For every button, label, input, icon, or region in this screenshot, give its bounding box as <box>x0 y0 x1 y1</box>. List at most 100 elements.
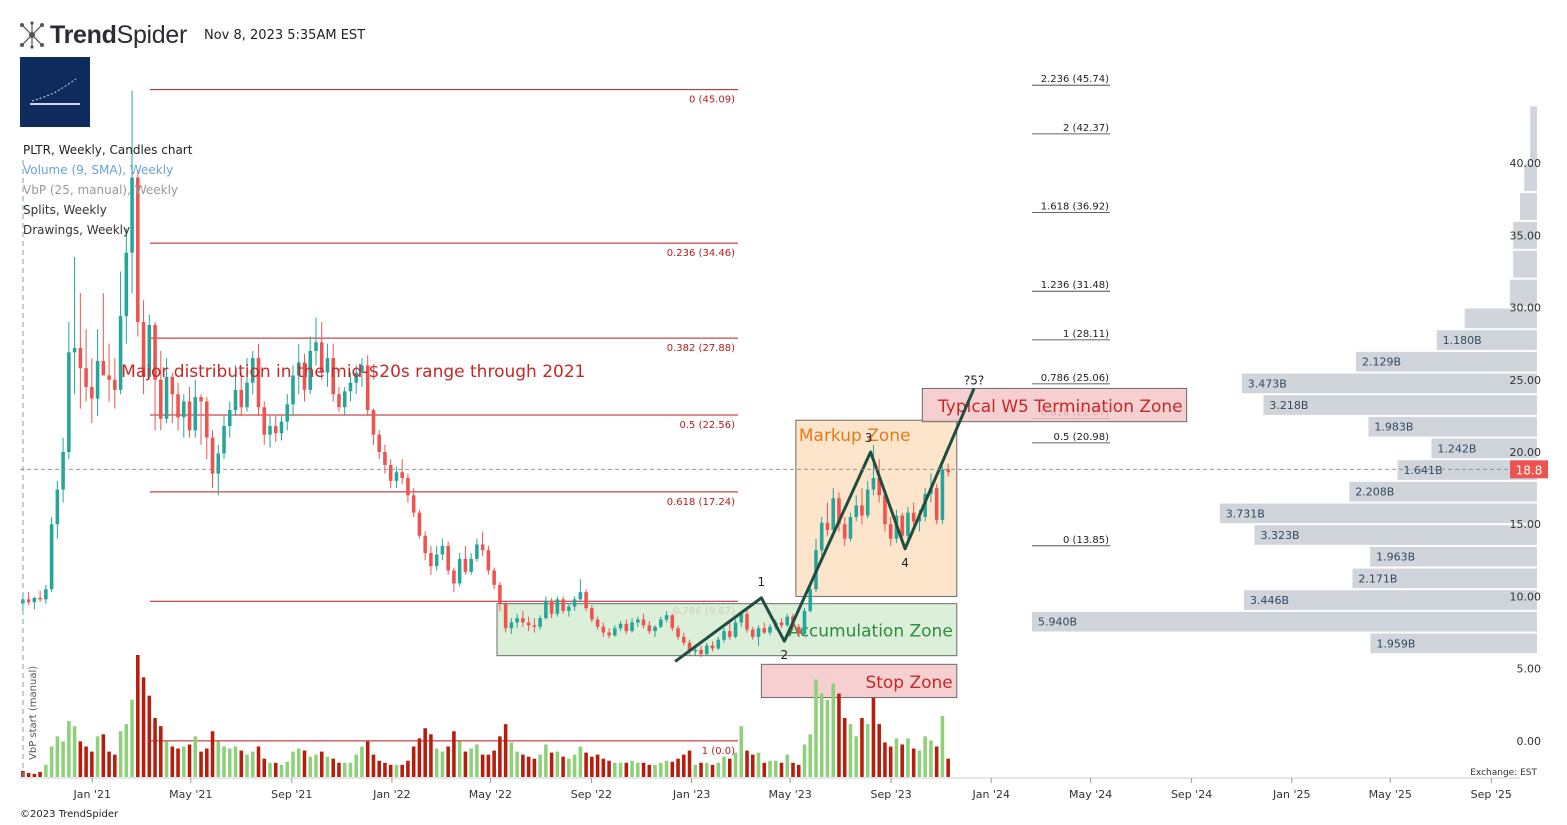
volume-bar <box>273 762 278 777</box>
volume-bar <box>906 738 910 777</box>
candle-body <box>84 368 88 387</box>
candle-body <box>946 469 950 473</box>
volume-bar <box>716 762 721 777</box>
volume-bar <box>613 762 617 777</box>
volume-bar <box>727 758 732 777</box>
volume-bar <box>894 738 899 777</box>
x-axis: Jan '21 May '21 Sep '21 Jan '22 May '22 Sep '… <box>20 777 1520 801</box>
volume-bar <box>377 760 381 777</box>
volume-bar <box>118 731 123 777</box>
chart-timestamp: Nov 8, 2023 5:35AM EST <box>204 28 366 43</box>
candle-body <box>819 522 824 551</box>
candle-body <box>216 453 221 474</box>
volume-bar <box>365 741 370 777</box>
volume-bar <box>319 751 324 777</box>
legend-item[interactable]: Splits, Weekly <box>23 203 107 217</box>
volume-bar <box>348 762 353 777</box>
fib-extension-label: 1.618 (36.92) <box>1041 202 1109 213</box>
candle-body <box>182 401 186 418</box>
volume-bar <box>182 746 186 777</box>
volume-bar <box>865 724 870 777</box>
candle-body <box>95 361 100 399</box>
legend-item[interactable]: PLTR, Weekly, Candles chart <box>23 143 193 157</box>
vbp-label: 2.208B <box>1355 486 1394 499</box>
candles <box>21 90 950 658</box>
legend-item[interactable]: Drawings, Weekly <box>23 223 131 237</box>
x-tick-label: Sep '24 <box>1171 788 1212 801</box>
volume-bar <box>78 741 83 777</box>
candle-body <box>101 361 106 376</box>
candle-body <box>854 505 858 517</box>
vbp-label: 2.171B <box>1358 572 1397 585</box>
candle-body <box>147 324 152 377</box>
zone-label: Markup Zone <box>799 426 911 446</box>
fib-level-label: 0.618 (17.24) <box>667 497 735 508</box>
volume-bar <box>526 756 531 777</box>
candle-body <box>647 625 652 632</box>
candle-body <box>417 512 422 536</box>
candle-body <box>394 472 399 481</box>
y-tick-label: 15.00 <box>1510 518 1542 531</box>
volume-bar <box>210 731 215 777</box>
volume-bar <box>682 754 686 777</box>
volume-bar <box>423 728 427 777</box>
candle-body <box>348 382 353 392</box>
wave-label: 4 <box>901 556 909 570</box>
candle-body <box>762 628 767 633</box>
volume-bar <box>434 748 439 777</box>
volume-bar <box>595 754 600 777</box>
candle-body <box>291 375 295 405</box>
volume-bar <box>940 716 945 777</box>
candle-body <box>509 622 514 629</box>
candle-body <box>653 626 657 632</box>
volume-bar <box>245 754 249 777</box>
volume-bar <box>383 762 387 777</box>
candle-body <box>308 350 313 390</box>
candle-body <box>118 316 123 390</box>
volume-bar <box>503 724 508 777</box>
vbp-bar <box>1509 279 1537 307</box>
candle-body <box>90 387 94 399</box>
candle-body <box>199 397 203 402</box>
volume-bar <box>544 744 548 777</box>
vbp-bar <box>1397 460 1537 480</box>
volume-bar <box>222 746 226 777</box>
volume-bar <box>601 758 606 777</box>
candle-body <box>911 512 916 522</box>
volume-bar <box>446 746 450 777</box>
legend-item[interactable]: Volume (9, SMA), Weekly <box>23 163 174 177</box>
vbp-label: 5.940B <box>1038 616 1077 629</box>
volume-bar <box>141 677 146 777</box>
volume-bar <box>95 736 100 777</box>
candle-body <box>26 599 31 603</box>
volume-bar <box>710 764 715 777</box>
volume-bar <box>457 741 462 777</box>
zone-accumulation <box>496 603 958 657</box>
vbp-bar <box>1219 503 1537 524</box>
volume-bar <box>337 762 341 777</box>
volume-bar <box>498 736 502 777</box>
candle-body <box>273 426 278 434</box>
volume-bar <box>469 748 473 777</box>
volume-bar <box>429 734 433 777</box>
vbp-label: 1.983B <box>1374 421 1413 434</box>
volume-bar <box>400 764 404 777</box>
vbp-bar <box>1524 164 1537 191</box>
volume-bar <box>946 758 950 777</box>
volume-bar <box>302 750 307 777</box>
volume-bar <box>325 756 330 777</box>
candle-body <box>78 348 83 369</box>
candle-body <box>705 645 709 655</box>
candle-body <box>515 618 519 623</box>
x-tick-label: Jan '25 <box>1272 788 1310 801</box>
candle-body <box>641 619 646 626</box>
candle-body <box>61 452 65 490</box>
candle-body <box>141 322 146 377</box>
volume-bar <box>842 718 847 777</box>
volume-bar <box>808 734 813 777</box>
x-tick-label: Jan '24 <box>972 788 1010 801</box>
legend-item[interactable]: VbP (25, manual), Weekly <box>23 183 179 197</box>
candle-body <box>354 372 358 383</box>
volume-bar <box>883 742 887 777</box>
